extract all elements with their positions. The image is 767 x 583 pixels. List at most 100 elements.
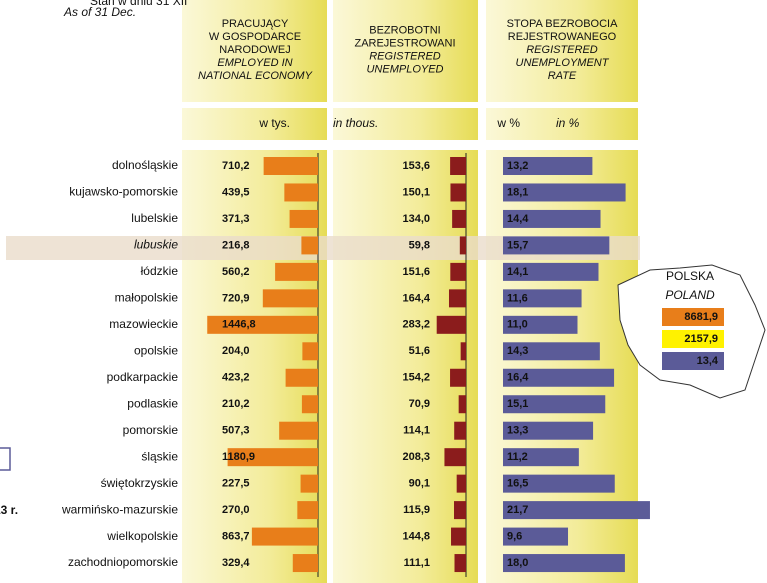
- bar: [292, 554, 318, 573]
- bar: [503, 315, 578, 334]
- bar: [444, 448, 466, 467]
- header-en: REGISTERED: [369, 50, 441, 62]
- header: NARODOWEJ: [219, 44, 291, 56]
- bar: [302, 342, 318, 361]
- bar: [460, 342, 466, 361]
- summary-subtitle: POLAND: [665, 288, 715, 302]
- bar: [450, 368, 466, 387]
- header-en: EMPLOYED IN: [217, 57, 292, 69]
- summary-value: 8681,9: [684, 311, 718, 323]
- value-label: 439,5: [222, 186, 250, 198]
- bar: [503, 395, 606, 414]
- bar: [285, 368, 318, 387]
- value-label: 114,1: [403, 425, 430, 437]
- value-label: 14,4: [507, 213, 529, 225]
- separator: [182, 102, 638, 108]
- bar: [263, 157, 318, 175]
- bar: [284, 183, 318, 202]
- bar: [503, 236, 610, 255]
- bar: [503, 501, 650, 520]
- category-label: zachodniopomorskie: [68, 555, 178, 569]
- category-label: świętokrzyskie: [101, 476, 179, 490]
- category-label: lubelskie: [131, 211, 178, 225]
- value-label: 14,3: [507, 345, 528, 357]
- value-label: 9,6: [507, 530, 522, 542]
- bar: [503, 554, 625, 573]
- value-label: 15,7: [507, 239, 528, 251]
- bar: [503, 183, 626, 202]
- header-en: REGISTERED: [526, 44, 598, 56]
- value-label: 59,8: [409, 239, 430, 251]
- value-label: 15,1: [507, 398, 528, 410]
- category-label: lubuskie: [134, 238, 178, 252]
- bar: [503, 157, 593, 175]
- category-label: podkarpackie: [107, 370, 179, 384]
- value-label: 210,2: [222, 398, 250, 410]
- bar: [454, 554, 466, 573]
- header: STOPA BEZROBOCIA: [507, 18, 619, 30]
- header-en: UNEMPLOYED: [366, 63, 443, 75]
- summary-value: 13,4: [697, 355, 719, 367]
- bar: [301, 395, 318, 414]
- header-en: UNEMPLOYMENT: [516, 57, 610, 69]
- summary-value: 2157,9: [684, 333, 718, 345]
- bar: [297, 501, 318, 520]
- value-label: 90,1: [409, 478, 430, 490]
- bar: [458, 395, 466, 414]
- bar: [503, 209, 601, 228]
- category-label: łódzkie: [141, 264, 179, 278]
- unit: in %: [556, 116, 580, 130]
- value-label: 18,1: [507, 186, 528, 198]
- bar: [452, 209, 466, 228]
- value-label: 227,5: [222, 478, 250, 490]
- value-label: 204,0: [222, 345, 250, 357]
- category-label: śląskie: [141, 449, 178, 463]
- value-label: 423,2: [222, 372, 250, 384]
- value-label: 164,4: [402, 292, 430, 304]
- frame: [0, 447, 11, 471]
- value-label: 11,2: [507, 451, 528, 463]
- value-label: 51,6: [409, 345, 430, 357]
- value-label: 21,7: [507, 504, 528, 516]
- value-label: 16,4: [507, 372, 529, 384]
- value-label: 863,7: [222, 530, 250, 542]
- bar: [262, 289, 318, 308]
- category-label: opolskie: [134, 343, 178, 357]
- value-label: 283,2: [402, 319, 430, 331]
- value-label: 13,2: [507, 160, 528, 172]
- bar: [450, 262, 466, 281]
- bar: [503, 421, 594, 440]
- category-label: małopolskie: [115, 291, 179, 305]
- unit: w tys.: [258, 116, 290, 130]
- bar: [227, 448, 318, 467]
- value-label: 115,9: [403, 504, 430, 516]
- separator: [182, 140, 638, 150]
- bar: [503, 527, 569, 546]
- bar: [503, 368, 615, 387]
- summary-title: POLSKA: [666, 269, 714, 283]
- side-label: 13 r.: [0, 503, 18, 517]
- category-label: dolnośląskie: [112, 158, 178, 172]
- unit: in thous.: [333, 116, 378, 130]
- value-label: 154,2: [402, 372, 430, 384]
- header: BEZROBOTNI: [369, 24, 441, 36]
- bar: [450, 157, 466, 175]
- value-label: 560,2: [222, 266, 250, 278]
- bar: [251, 527, 318, 546]
- header-en: RATE: [548, 70, 577, 82]
- value-label: 11,6: [507, 292, 528, 304]
- bar: [450, 183, 466, 202]
- value-label: 270,0: [222, 504, 250, 516]
- bar: [503, 289, 582, 308]
- bar: [459, 236, 466, 255]
- unit: w %: [496, 116, 520, 130]
- value-label: 1180,9: [222, 451, 255, 463]
- bar: [289, 209, 318, 228]
- value-label: 11,0: [507, 319, 528, 331]
- value-label: 150,1: [402, 186, 430, 198]
- bar: [503, 448, 579, 467]
- value-label: 507,3: [222, 425, 250, 437]
- bar: [456, 474, 466, 493]
- header: W GOSPODARCE: [209, 31, 301, 43]
